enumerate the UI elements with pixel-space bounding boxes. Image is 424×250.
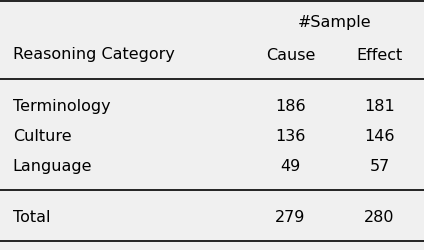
Text: Cause: Cause xyxy=(266,48,315,62)
Text: 49: 49 xyxy=(280,159,301,174)
Text: Total: Total xyxy=(13,210,50,225)
Text: Effect: Effect xyxy=(356,48,403,62)
Text: 57: 57 xyxy=(369,159,390,174)
Text: Language: Language xyxy=(13,159,92,174)
Text: 136: 136 xyxy=(275,129,306,144)
Text: 186: 186 xyxy=(275,99,306,114)
Text: Terminology: Terminology xyxy=(13,99,110,114)
Text: Reasoning Category: Reasoning Category xyxy=(13,48,175,62)
Text: #Sample: #Sample xyxy=(298,15,372,30)
Text: 146: 146 xyxy=(364,129,395,144)
Text: 279: 279 xyxy=(275,210,306,225)
Text: Culture: Culture xyxy=(13,129,71,144)
Text: 280: 280 xyxy=(364,210,395,225)
Text: 181: 181 xyxy=(364,99,395,114)
